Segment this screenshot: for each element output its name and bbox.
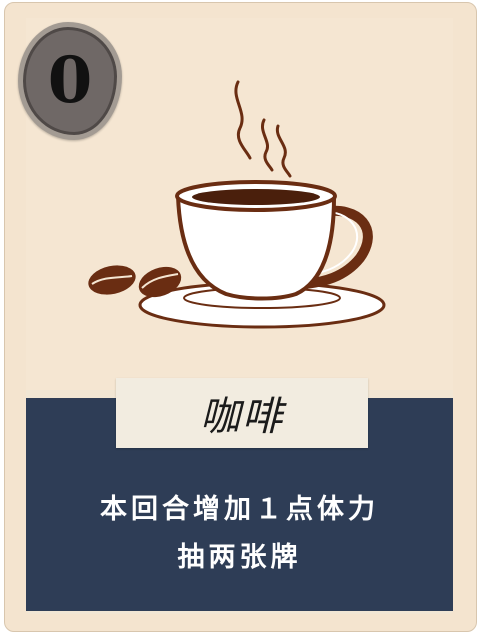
card-name: 咖啡 <box>200 394 284 440</box>
effect-text-line-2: 抽两张牌 <box>177 542 302 573</box>
effect-text-line-1: 本回合增加１点体力 <box>100 494 379 525</box>
card-name-plate: 咖啡 <box>116 378 368 448</box>
cost-number: 0 <box>47 43 93 118</box>
saucer-icon <box>138 281 386 329</box>
coffee-cup-icon <box>175 180 373 301</box>
cost-badge: 0 <box>18 22 122 140</box>
coffee-bean-icon <box>88 265 182 298</box>
steam-icon <box>234 80 292 178</box>
